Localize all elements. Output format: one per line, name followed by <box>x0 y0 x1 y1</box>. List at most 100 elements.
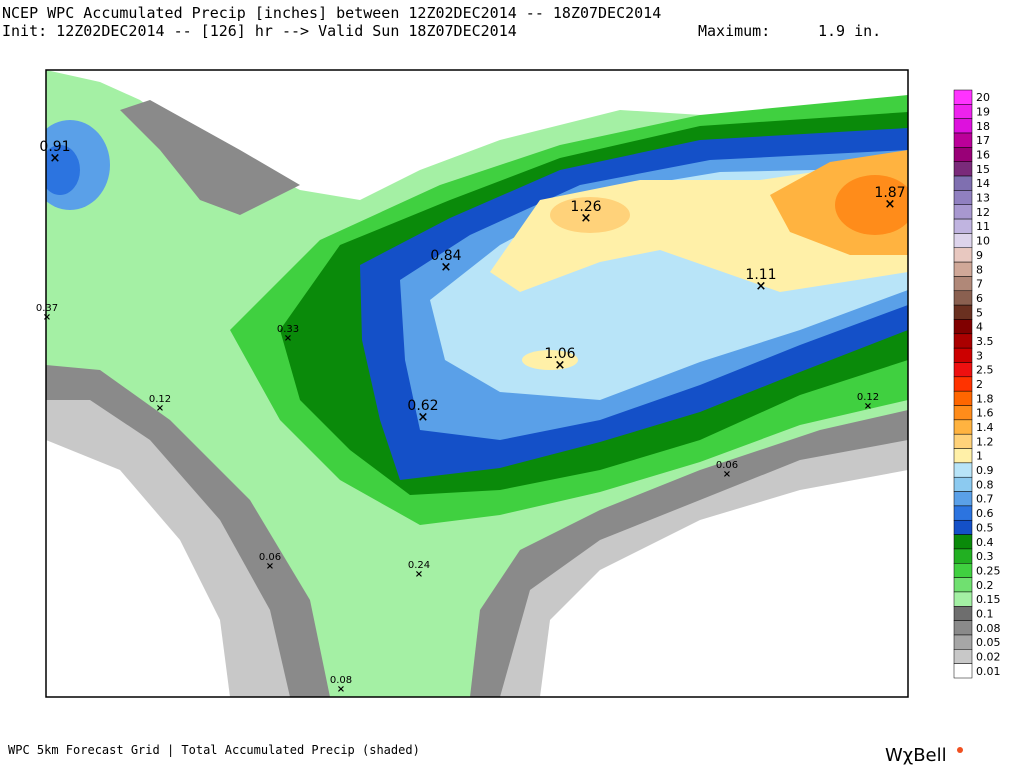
legend-label: 3.5 <box>976 335 994 348</box>
legend-label: 13 <box>976 192 990 205</box>
legend-label: 0.3 <box>976 550 994 563</box>
legend-swatch <box>953 405 973 421</box>
brand: WχBell <box>885 745 947 766</box>
legend-label: 0.02 <box>976 650 1001 663</box>
point-value: 1.11 <box>745 267 776 283</box>
legend-label: 9 <box>976 249 983 262</box>
legend-swatch <box>953 649 973 664</box>
legend-label: 0.8 <box>976 478 994 491</box>
legend-label: 0.6 <box>976 507 994 520</box>
point-value: 0.33 <box>277 324 299 335</box>
legend-swatch <box>953 218 973 234</box>
legend-label: 1.8 <box>976 392 994 405</box>
legend-label: 1 <box>976 450 983 463</box>
point-marker: × <box>43 312 51 323</box>
legend-label: 6 <box>976 292 983 305</box>
legend-label: 8 <box>976 263 983 276</box>
footer-caption: WPC 5km Forecast Grid | Total Accumulate… <box>8 743 420 757</box>
point-value: 0.08 <box>330 675 352 686</box>
legend-swatch <box>953 233 973 249</box>
legend-swatch <box>953 476 973 492</box>
legend-label: 4 <box>976 321 983 334</box>
point-value: 0.24 <box>408 560 430 571</box>
legend-swatch <box>953 247 973 263</box>
legend-label: 17 <box>976 134 990 147</box>
legend-label: 2 <box>976 378 983 391</box>
point-marker: × <box>156 403 164 414</box>
maximum-value: 1.9 in. <box>818 22 882 40</box>
point-value: 0.06 <box>716 460 738 471</box>
point-value: 0.12 <box>857 392 879 403</box>
brand-dot <box>957 747 963 753</box>
legend-swatch <box>953 376 973 392</box>
point-marker: × <box>756 279 767 294</box>
legend-swatch <box>953 591 973 607</box>
title-line: NCEP WPC Accumulated Precip [inches] bet… <box>2 4 662 22</box>
legend-swatch <box>953 577 973 593</box>
point-marker: × <box>864 401 872 412</box>
maximum-label: Maximum: <box>698 22 771 40</box>
precip-field <box>46 70 908 697</box>
legend-label: 10 <box>976 235 990 248</box>
point-value: 1.87 <box>874 185 905 201</box>
legend-swatch <box>953 290 973 306</box>
legend-swatch <box>953 132 973 148</box>
point-value: 1.06 <box>544 346 575 362</box>
legend-swatch <box>953 175 973 191</box>
init-line: Init: 12Z02DEC2014 -- [126] hr --> Valid… <box>2 22 517 40</box>
legend-swatch <box>953 606 973 621</box>
point-value: 0.37 <box>36 303 58 314</box>
legend-label: 19 <box>976 106 990 119</box>
legend-label: 2.5 <box>976 364 994 377</box>
point-marker: × <box>723 469 731 480</box>
legend-swatch <box>953 491 973 507</box>
legend-swatch <box>953 620 973 636</box>
legend-swatch <box>953 362 973 378</box>
legend-swatch <box>953 448 973 464</box>
legend-swatch <box>953 204 973 220</box>
legend-label: 0.5 <box>976 521 994 534</box>
legend-swatch <box>953 333 973 349</box>
point-marker: × <box>555 358 566 373</box>
legend-swatch <box>953 433 973 449</box>
legend-label: 0.7 <box>976 493 994 506</box>
legend-swatch <box>953 663 973 679</box>
legend-label: 0.2 <box>976 579 994 592</box>
legend-label: 14 <box>976 177 990 190</box>
legend-label: 1.4 <box>976 421 994 434</box>
legend-swatch <box>953 390 973 406</box>
point-marker: × <box>418 410 429 425</box>
legend-swatch <box>953 118 973 134</box>
legend-label: 20 <box>976 91 990 104</box>
legend-swatch <box>953 190 973 205</box>
point-value: 0.06 <box>259 552 281 563</box>
legend-swatch <box>953 347 973 363</box>
point-value: 0.62 <box>407 398 438 414</box>
legend-swatch <box>953 462 973 478</box>
legend-label: 0.25 <box>976 564 1001 577</box>
legend-label: 3 <box>976 349 983 362</box>
legend-label: 0.4 <box>976 536 994 549</box>
legend-swatch <box>953 261 973 277</box>
legend-swatch <box>953 161 973 177</box>
legend-label: 0.08 <box>976 622 1001 635</box>
point-marker: × <box>441 260 452 275</box>
point-marker: × <box>337 684 345 695</box>
legend-label: 0.01 <box>976 665 1001 678</box>
legend-swatch <box>953 104 973 119</box>
legend-swatch <box>953 563 973 578</box>
legend-swatch <box>953 419 973 435</box>
point-marker: × <box>885 197 896 212</box>
legend-swatch <box>953 505 973 521</box>
legend-swatch <box>953 276 973 292</box>
legend-label: 16 <box>976 149 990 162</box>
point-value: 0.91 <box>39 139 70 155</box>
legend-label: 18 <box>976 120 990 133</box>
point-marker: × <box>415 569 423 580</box>
legend-swatch <box>953 304 973 320</box>
legend-label: 0.9 <box>976 464 994 477</box>
point-marker: × <box>266 561 274 572</box>
legend-label: 7 <box>976 278 983 291</box>
